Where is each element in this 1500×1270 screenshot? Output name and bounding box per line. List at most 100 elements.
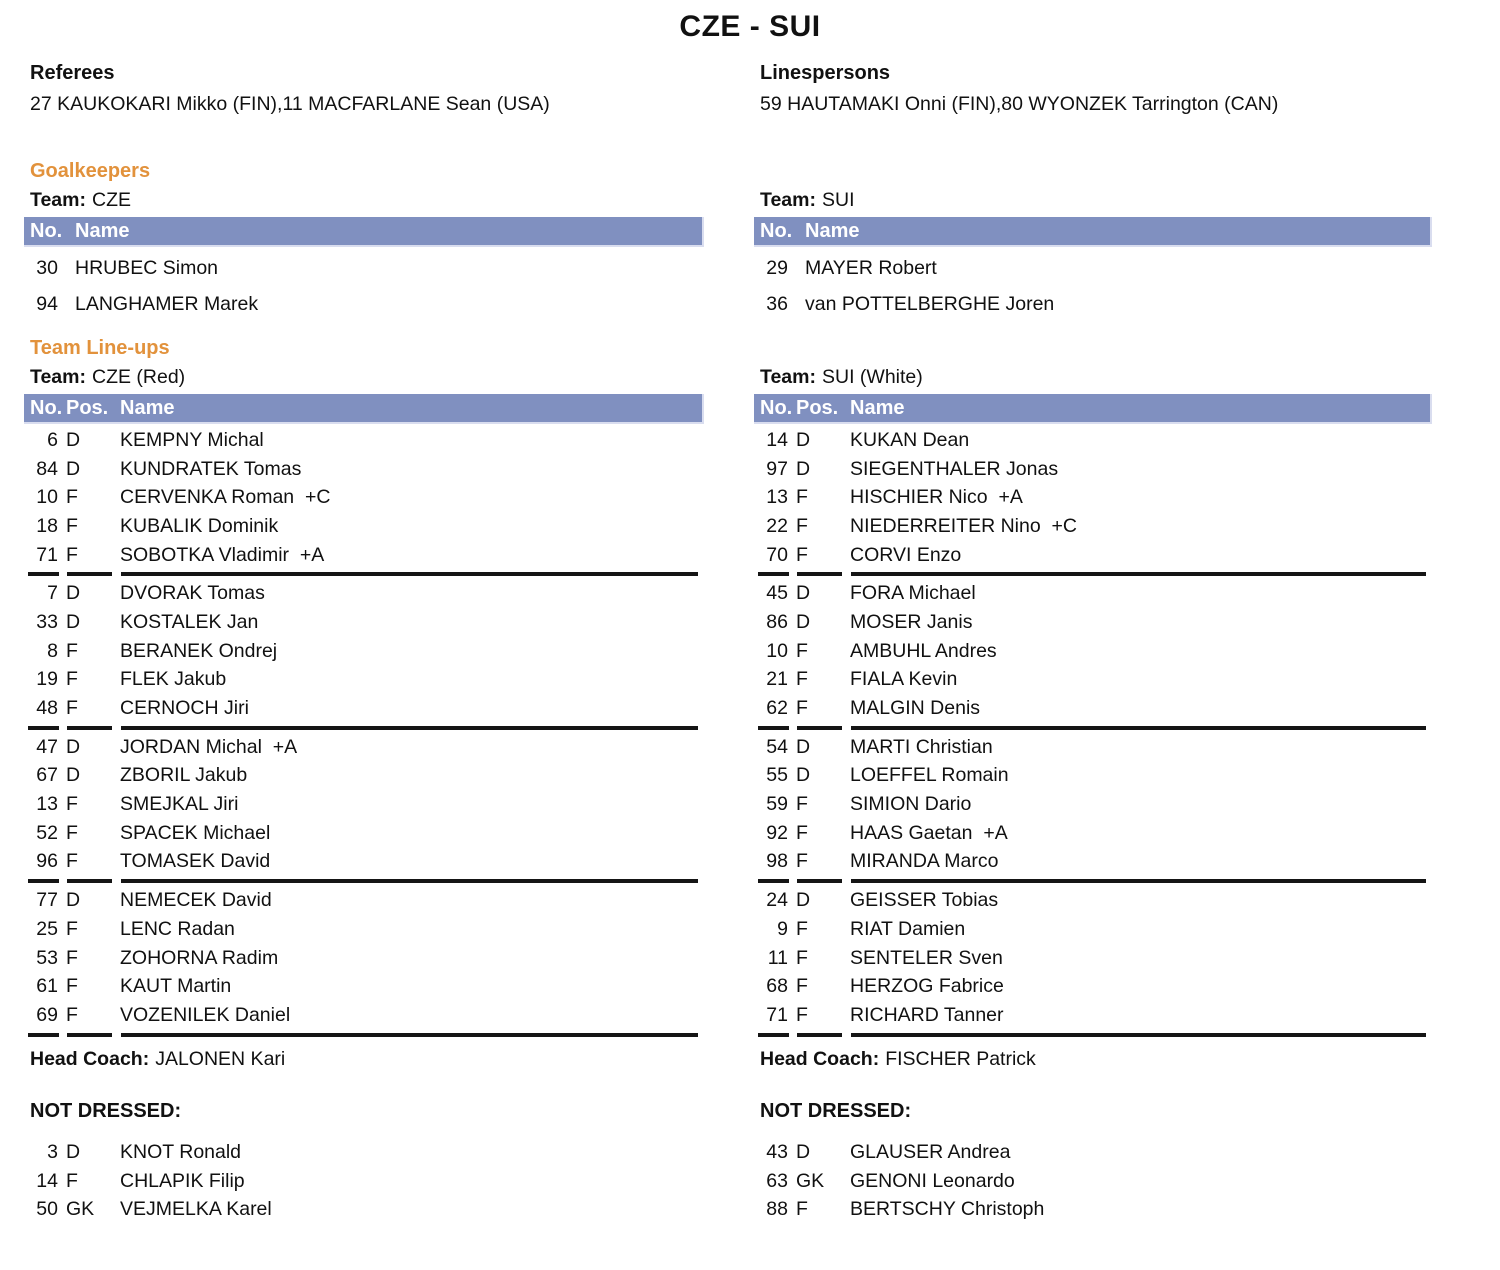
player-name: JORDAN Michal +A bbox=[120, 735, 298, 758]
separator-segment bbox=[121, 1032, 698, 1037]
player-name: MIRANDA Marco bbox=[850, 850, 999, 873]
player-position: D bbox=[66, 735, 81, 758]
player-number: 7 bbox=[47, 582, 58, 605]
head-coach-label: Head Coach: bbox=[30, 1048, 150, 1070]
lineups-heading: Team Line-ups bbox=[30, 337, 170, 359]
player-position: F bbox=[66, 1003, 78, 1026]
column-header-no: No. bbox=[760, 220, 793, 242]
player-name: CHLAPIK Filip bbox=[120, 1169, 245, 1192]
lineup-unit-1: 14 D KUKAN Dean 97 D SIEGENTHALER Jonas … bbox=[754, 426, 1432, 569]
table-row: 53 F ZOHORNA Radim bbox=[24, 944, 704, 973]
player-name: SIMION Dario bbox=[850, 793, 972, 816]
player-name: FORA Michael bbox=[850, 582, 976, 605]
team-value: CZE bbox=[92, 189, 131, 211]
player-number: 88 bbox=[766, 1198, 788, 1221]
gk-table-header-sui: No. Name bbox=[754, 217, 1432, 247]
player-name: LOEFFEL Romain bbox=[850, 764, 1009, 787]
player-number: 67 bbox=[36, 764, 58, 787]
table-row: 92 F HAAS Gaetan +A bbox=[754, 819, 1432, 848]
player-number: 70 bbox=[766, 543, 788, 566]
table-row: 52 F SPACEK Michael bbox=[24, 819, 704, 848]
player-number: 13 bbox=[766, 486, 788, 509]
team-label: Team: bbox=[760, 189, 816, 211]
table-row: 48 F CERNOCH Jiri bbox=[24, 694, 704, 723]
player-name: LANGHAMER Marek bbox=[75, 292, 259, 315]
table-row: 97 D SIEGENTHALER Jonas bbox=[754, 455, 1432, 484]
table-row: 59 F SIMION Dario bbox=[754, 790, 1432, 819]
table-row: 8 F BERANEK Ondrej bbox=[24, 637, 704, 666]
player-name: LENC Radan bbox=[120, 917, 235, 940]
player-number: 96 bbox=[36, 850, 58, 873]
gk-team-cze: Team: CZE bbox=[24, 189, 704, 212]
player-position: F bbox=[796, 514, 808, 537]
player-name: SENTELER Sven bbox=[850, 946, 1003, 969]
player-number: 9 bbox=[777, 917, 788, 940]
player-name: TOMASEK David bbox=[120, 850, 271, 873]
lineup-unit-1: 6 D KEMPNY Michal 84 D KUNDRATEK Tomas 1… bbox=[24, 426, 704, 569]
player-position: D bbox=[66, 582, 81, 605]
separator-segment bbox=[797, 879, 842, 884]
table-row: 71 F RICHARD Tanner bbox=[754, 1001, 1432, 1030]
player-position: D bbox=[66, 610, 81, 633]
separator-segment bbox=[28, 879, 59, 884]
table-row: 10 F AMBUHL Andres bbox=[754, 637, 1432, 666]
player-name: FLEK Jakub bbox=[120, 668, 227, 691]
separator-segment bbox=[758, 725, 789, 730]
player-number: 98 bbox=[766, 850, 788, 873]
gk-table-cze: 30 HRUBEC Simon 94 LANGHAMER Marek bbox=[24, 250, 704, 322]
separator-segment bbox=[797, 725, 842, 730]
player-position: D bbox=[796, 764, 811, 787]
player-number: 68 bbox=[766, 975, 788, 998]
player-position: F bbox=[796, 917, 808, 940]
player-position: F bbox=[796, 1198, 808, 1221]
player-name: CERNOCH Jiri bbox=[120, 697, 249, 720]
player-number: 3 bbox=[47, 1140, 58, 1163]
separator-segment bbox=[28, 572, 59, 577]
player-position: D bbox=[796, 428, 811, 451]
team-value: CZE (Red) bbox=[92, 366, 186, 388]
player-number: 53 bbox=[36, 946, 58, 969]
player-number: 24 bbox=[766, 889, 788, 912]
table-row: 67 D ZBORIL Jakub bbox=[24, 762, 704, 791]
player-name: VEJMELKA Karel bbox=[120, 1198, 272, 1221]
player-position: F bbox=[796, 946, 808, 969]
player-position: F bbox=[796, 821, 808, 844]
column-header-name: Name bbox=[75, 220, 130, 242]
player-number: 47 bbox=[36, 735, 58, 758]
column-header-pos: Pos. bbox=[66, 397, 109, 419]
table-row: 62 F MALGIN Denis bbox=[754, 694, 1432, 723]
referees-names: 27 KAUKOKARI Mikko (FIN),11 MACFARLANE S… bbox=[30, 93, 550, 115]
player-position: D bbox=[66, 1140, 81, 1163]
player-position: F bbox=[796, 486, 808, 509]
player-name: RICHARD Tanner bbox=[850, 1003, 1004, 1026]
table-row: 25 F LENC Radan bbox=[24, 915, 704, 944]
player-name: DVORAK Tomas bbox=[120, 582, 265, 605]
table-row: 13 F SMEJKAL Jiri bbox=[24, 790, 704, 819]
unit-separator bbox=[24, 876, 704, 886]
player-position: F bbox=[796, 850, 808, 873]
player-name: HERZOG Fabrice bbox=[850, 975, 1004, 998]
table-row: 21 F FIALA Kevin bbox=[754, 666, 1432, 695]
lineup-unit-2: 7 D DVORAK Tomas 33 D KOSTALEK Jan 8 F B… bbox=[24, 579, 704, 722]
player-position: F bbox=[66, 850, 78, 873]
player-name: ZBORIL Jakub bbox=[120, 764, 248, 787]
player-position: D bbox=[66, 889, 81, 912]
unit-separator bbox=[754, 876, 1432, 886]
separator-segment bbox=[851, 725, 1426, 730]
table-row: 7 D DVORAK Tomas bbox=[24, 579, 704, 608]
table-row: 22 F NIEDERREITER Nino +C bbox=[754, 512, 1432, 541]
player-position: F bbox=[796, 668, 808, 691]
not-dressed-heading-cze: NOT DRESSED: bbox=[30, 1100, 182, 1122]
player-number: 14 bbox=[36, 1169, 58, 1192]
column-header-pos: Pos. bbox=[796, 397, 839, 419]
unit-separator bbox=[24, 569, 704, 579]
linespersons-label: Linespersons bbox=[760, 62, 891, 84]
player-name: HRUBEC Simon bbox=[75, 256, 219, 279]
table-row: 10 F CERVENKA Roman +C bbox=[24, 483, 704, 512]
unit-separator bbox=[754, 1030, 1432, 1040]
table-row: 3 D KNOT Ronald bbox=[24, 1138, 704, 1167]
player-name: NIEDERREITER Nino +C bbox=[850, 514, 1078, 537]
player-position: F bbox=[66, 793, 78, 816]
table-row: 68 F HERZOG Fabrice bbox=[754, 972, 1432, 1001]
player-number: 92 bbox=[766, 821, 788, 844]
